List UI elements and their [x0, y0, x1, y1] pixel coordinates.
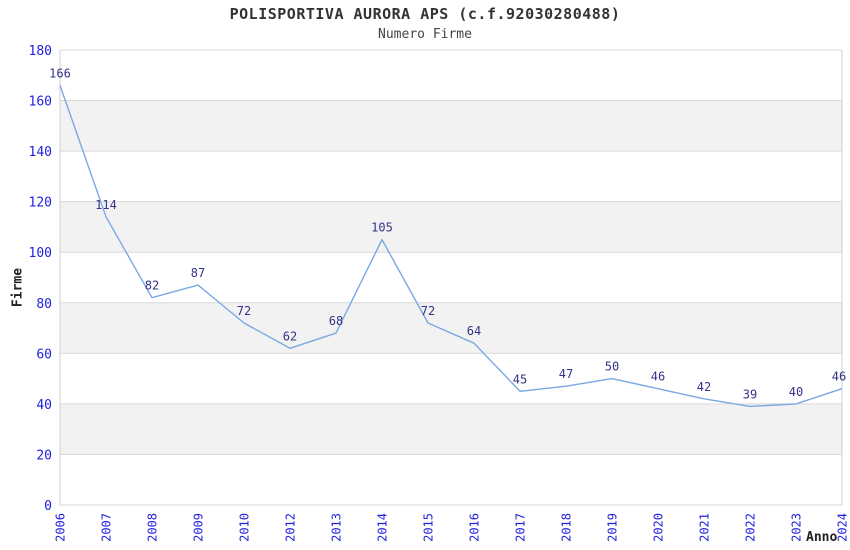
data-label: 114 [95, 198, 117, 212]
data-label: 40 [789, 385, 803, 399]
x-tick-label: 2018 [560, 513, 574, 542]
x-tick-label: 2008 [146, 513, 160, 542]
x-tick-label: 2021 [698, 513, 712, 542]
data-label: 42 [697, 380, 711, 394]
data-label: 39 [743, 387, 757, 401]
x-tick-label: 2015 [422, 513, 436, 542]
x-tick-label: 2012 [284, 513, 298, 542]
y-tick-label: 40 [36, 398, 52, 413]
data-line [59, 85, 843, 408]
y-tick-label: 120 [29, 196, 52, 211]
y-tick-label: 140 [29, 145, 52, 160]
data-label: 47 [559, 367, 573, 381]
data-label: 46 [651, 370, 665, 384]
data-label: 62 [283, 329, 297, 343]
band [60, 302, 842, 354]
band [60, 201, 842, 253]
data-label: 64 [467, 324, 481, 338]
x-tick-label: 2009 [192, 513, 206, 542]
chart-subtitle: Numero Firme [378, 27, 472, 42]
x-tick-label: 2019 [606, 513, 620, 542]
x-tick-label: 2024 [836, 513, 850, 542]
data-label: 45 [513, 372, 527, 386]
x-tick-label: 2013 [330, 513, 344, 542]
x-tick-label: 2016 [468, 513, 482, 542]
data-label: 166 [49, 66, 71, 80]
x-tick-label: 2022 [744, 513, 758, 542]
data-label: 46 [832, 370, 846, 384]
data-label: 87 [191, 266, 205, 280]
x-tick-label: 2020 [652, 513, 666, 542]
x-tick-label: 2010 [238, 513, 252, 542]
data-label: 105 [371, 221, 393, 235]
x-tick-label: 2007 [100, 513, 114, 542]
data-label: 72 [237, 304, 251, 318]
y-tick-label: 0 [44, 499, 52, 514]
x-tick-label: 2014 [376, 513, 390, 542]
band [60, 403, 842, 455]
x-tick-label: 2006 [54, 513, 68, 542]
y-tick-label: 100 [29, 246, 52, 261]
y-tick-label: 60 [36, 347, 52, 362]
y-tick-label: 180 [29, 44, 52, 59]
data-label: 82 [145, 279, 159, 293]
chart-title: POLISPORTIVA AURORA APS (c.f.92030280488… [229, 5, 621, 23]
x-tick-label: 2023 [790, 513, 804, 542]
x-axis-label: Anno [806, 530, 838, 545]
y-tick-label: 160 [29, 95, 52, 110]
data-label: 50 [605, 360, 619, 374]
y-tick-label: 20 [36, 448, 52, 463]
data-label: 72 [421, 304, 435, 318]
data-label: 68 [329, 314, 343, 328]
y-tick-label: 80 [36, 297, 52, 312]
x-tick-label: 2017 [514, 513, 528, 542]
band [60, 100, 842, 152]
